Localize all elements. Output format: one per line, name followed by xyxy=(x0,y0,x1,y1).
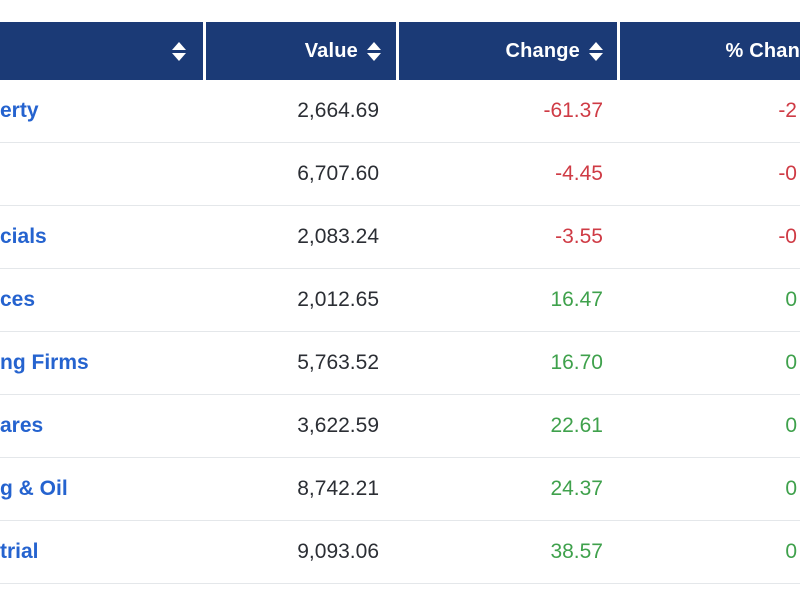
table-row: cials 2,083.24 -3.55 -0 xyxy=(0,206,800,269)
table-header-row: Value Change % Chan xyxy=(0,22,800,80)
index-link[interactable]: ces xyxy=(0,288,36,311)
pct-change-cell: -0 xyxy=(778,225,797,248)
table-row: erty 2,664.69 -61.37 -2 xyxy=(0,80,800,143)
index-link[interactable]: cials xyxy=(0,225,47,248)
value-cell: 8,742.21 xyxy=(297,477,379,500)
market-indices-table: Value Change % Chan erty 2,664.69 -61.37… xyxy=(0,22,800,584)
pct-change-cell: 0 xyxy=(785,477,797,500)
pct-change-cell: -2 xyxy=(778,99,797,122)
index-link[interactable]: trial xyxy=(0,540,39,563)
header-cell-pct-change[interactable]: % Chan xyxy=(617,22,800,80)
pct-change-cell: 0 xyxy=(785,288,797,311)
pct-change-cell: -0 xyxy=(778,162,797,185)
table-row: ng Firms 5,763.52 16.70 0 xyxy=(0,332,800,395)
pct-change-cell: 0 xyxy=(785,414,797,437)
change-cell: 38.57 xyxy=(550,540,603,563)
header-cell-name[interactable] xyxy=(0,22,203,80)
value-cell: 2,012.65 xyxy=(297,288,379,311)
value-cell: 3,622.59 xyxy=(297,414,379,437)
change-cell: 22.61 xyxy=(550,414,603,437)
header-value-label: Value xyxy=(304,39,358,62)
header-cell-value[interactable]: Value xyxy=(203,22,396,80)
value-cell: 6,707.60 xyxy=(297,162,379,185)
sort-icon xyxy=(589,41,603,61)
pct-change-cell: 0 xyxy=(785,540,797,563)
value-cell: 2,664.69 xyxy=(297,99,379,122)
header-change-label: Change xyxy=(505,39,580,62)
index-link[interactable]: g & Oil xyxy=(0,477,68,500)
header-pct-change-label: % Chan xyxy=(725,39,800,62)
change-cell: 16.70 xyxy=(550,351,603,374)
change-cell: -3.55 xyxy=(555,225,603,248)
pct-change-cell: 0 xyxy=(785,351,797,374)
header-cell-change[interactable]: Change xyxy=(396,22,617,80)
table-row: trial 9,093.06 38.57 0 xyxy=(0,521,800,584)
change-cell: 16.47 xyxy=(550,288,603,311)
table-row: 6,707.60 -4.45 -0 xyxy=(0,143,800,206)
table-body: erty 2,664.69 -61.37 -2 6,707.60 -4.45 -… xyxy=(0,80,800,584)
change-cell: -4.45 xyxy=(555,162,603,185)
table-row: ares 3,622.59 22.61 0 xyxy=(0,395,800,458)
index-link[interactable]: ares xyxy=(0,414,44,437)
sort-icon xyxy=(367,41,381,61)
change-cell: -61.37 xyxy=(543,99,603,122)
table-row: ces 2,012.65 16.47 0 xyxy=(0,269,800,332)
sort-icon xyxy=(172,41,186,61)
index-link[interactable]: erty xyxy=(0,99,39,122)
value-cell: 2,083.24 xyxy=(297,225,379,248)
value-cell: 9,093.06 xyxy=(297,540,379,563)
table-row: g & Oil 8,742.21 24.37 0 xyxy=(0,458,800,521)
index-link[interactable]: ng Firms xyxy=(0,351,89,374)
value-cell: 5,763.52 xyxy=(297,351,379,374)
change-cell: 24.37 xyxy=(550,477,603,500)
